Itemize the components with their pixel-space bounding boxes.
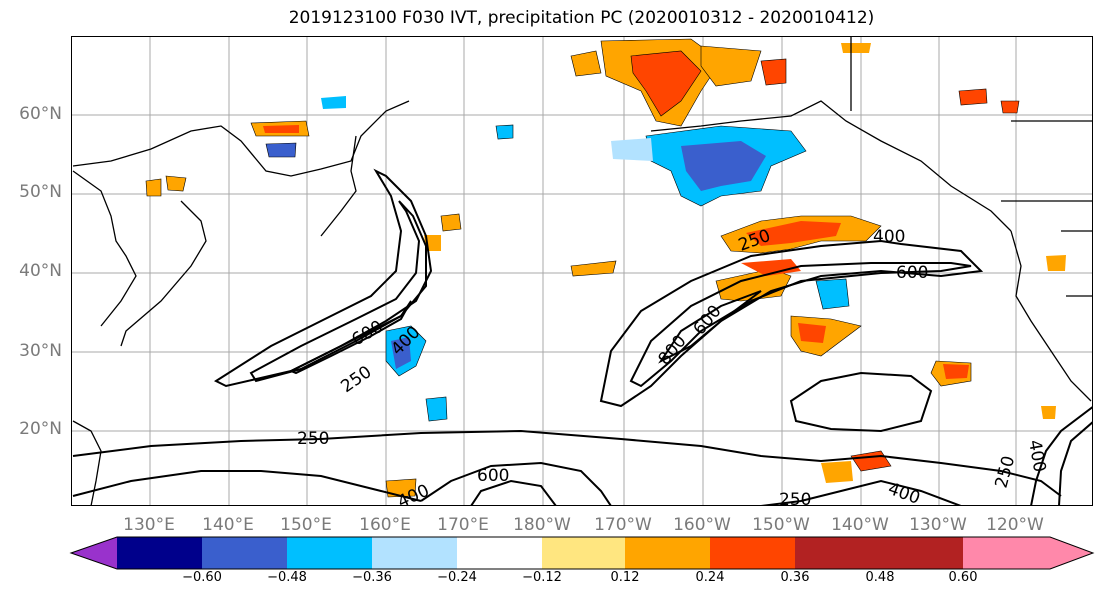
colorbar-bin xyxy=(795,537,880,569)
colorbar-tick-label: 0.60 xyxy=(948,570,978,585)
colorbar-bin xyxy=(710,537,795,569)
lat-label-20n: 20°N xyxy=(19,419,62,439)
lat-label-60n: 60°N xyxy=(19,104,62,124)
lon-label-140w: 140°W xyxy=(831,515,889,535)
ivt-contours xyxy=(72,168,1092,505)
lon-label-170e: 170°E xyxy=(437,515,489,535)
lat-label-50n: 50°N xyxy=(19,182,62,202)
colorbar-tick-label: −0.12 xyxy=(522,570,562,585)
contour-label: 400 xyxy=(873,227,905,247)
colorbar-bin xyxy=(287,537,372,569)
contour-label: 250 xyxy=(779,490,811,506)
lon-label-120w: 120°W xyxy=(986,515,1044,535)
lon-label-150w: 150°W xyxy=(752,515,810,535)
map-canvas: 250 400 600 800 250 400 600 250 400 600 … xyxy=(72,37,1092,506)
colorbar-bin xyxy=(625,537,710,569)
lat-label-30n: 30°N xyxy=(19,341,62,361)
contour-label: 250 xyxy=(992,454,1020,491)
colorbar-tick-label: 0.24 xyxy=(695,570,725,585)
contour-label: 600 xyxy=(896,263,928,283)
contour-label: 400 xyxy=(1024,438,1049,473)
colorbar-bin xyxy=(202,537,287,569)
lon-label-150e: 150°E xyxy=(280,515,332,535)
contour-label: 600 xyxy=(477,466,509,486)
colorbar-outline xyxy=(69,536,1095,570)
colorbar-tick-label: −0.48 xyxy=(267,570,307,585)
lon-label-130e: 130°E xyxy=(123,515,175,535)
colorbar-tick-label: −0.24 xyxy=(437,570,477,585)
lat-label-40n: 40°N xyxy=(19,261,62,281)
map-panel: 250 400 600 800 250 400 600 250 400 600 … xyxy=(71,36,1093,506)
colorbar xyxy=(69,536,1095,570)
colorbar-tick-label: 0.36 xyxy=(780,570,810,585)
colorbar-bin xyxy=(457,537,542,569)
lon-label-160w: 160°W xyxy=(673,515,731,535)
lon-label-170w: 170°W xyxy=(594,515,652,535)
colorbar-bin xyxy=(117,537,202,569)
colorbar-tick-label: −0.60 xyxy=(182,570,222,585)
precip-shading xyxy=(145,38,1066,498)
colorbar-bin xyxy=(372,537,457,569)
colorbar-bin xyxy=(880,537,963,569)
lon-label-140e: 140°E xyxy=(202,515,254,535)
lon-label-180w: 180°W xyxy=(513,515,571,535)
colorbar-tick-label: −0.36 xyxy=(352,570,392,585)
contour-label: 250 xyxy=(337,362,375,397)
colorbar-bin xyxy=(542,537,625,569)
colorbar-tick-label: 0.12 xyxy=(610,570,640,585)
lon-label-130w: 130°W xyxy=(909,515,967,535)
lon-label-160e: 160°E xyxy=(359,515,411,535)
colorbar-extend-max xyxy=(963,537,1093,569)
contour-label: 800 xyxy=(655,331,691,369)
colorbar-extend-min xyxy=(71,537,117,569)
contour-label: 250 xyxy=(297,429,329,449)
coastlines xyxy=(72,37,1092,505)
map-title: 2019123100 F030 IVT, precipitation PC (2… xyxy=(288,8,875,28)
contour-label: 400 xyxy=(885,479,922,506)
colorbar-tick-label: 0.48 xyxy=(865,570,895,585)
